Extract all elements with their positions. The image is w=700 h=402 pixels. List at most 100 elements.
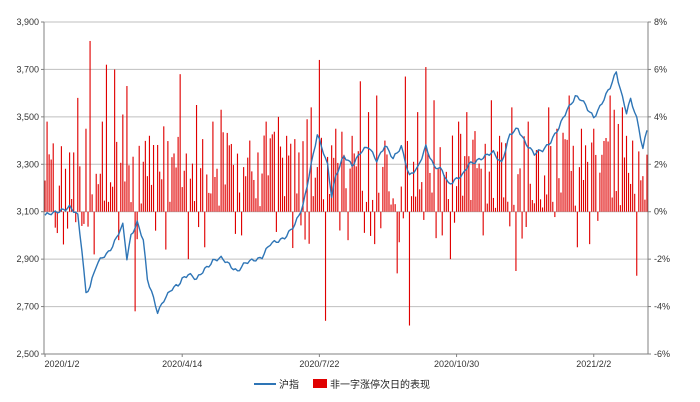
- bar: [599, 172, 601, 212]
- bar: [484, 143, 486, 212]
- bar: [351, 135, 353, 212]
- bar: [546, 194, 548, 212]
- bar: [64, 168, 67, 212]
- bar: [99, 173, 101, 212]
- bar: [488, 171, 490, 212]
- bar: [609, 95, 611, 212]
- bar: [210, 193, 212, 212]
- bar: [429, 172, 431, 212]
- bar: [486, 203, 488, 212]
- bar: [183, 170, 185, 212]
- bar: [302, 141, 304, 212]
- bar: [134, 211, 136, 312]
- left-tick-label: 3,500: [16, 112, 39, 122]
- bar: [349, 168, 351, 212]
- bar: [152, 145, 155, 212]
- bar: [271, 134, 273, 212]
- bar: [482, 211, 484, 236]
- bar: [417, 112, 419, 212]
- bar: [316, 167, 318, 212]
- bar: [402, 211, 404, 219]
- bar: [353, 153, 355, 212]
- bar: [439, 147, 441, 212]
- bar: [95, 173, 97, 212]
- bar: [472, 139, 474, 212]
- bar: [224, 184, 226, 212]
- bar: [146, 176, 148, 212]
- bar: [406, 140, 408, 212]
- bar: [415, 196, 417, 212]
- bar: [525, 211, 527, 227]
- bar: [292, 211, 294, 249]
- bar: [480, 168, 482, 212]
- bar: [562, 132, 564, 212]
- left-tick-label: 3,300: [16, 159, 39, 169]
- bar: [453, 211, 456, 223]
- bar: [597, 211, 599, 221]
- right-tick-label: 6%: [654, 64, 667, 74]
- bar: [380, 211, 382, 229]
- bar: [324, 211, 327, 321]
- bar: [304, 211, 306, 240]
- bar: [189, 178, 191, 212]
- bar: [275, 211, 277, 232]
- right-tick-label: -4%: [654, 302, 670, 312]
- bar: [144, 140, 146, 212]
- bar: [66, 211, 69, 229]
- bar: [77, 97, 79, 212]
- bar: [187, 211, 189, 260]
- bar: [593, 128, 595, 212]
- right-tick-label: 0%: [654, 207, 667, 217]
- bar: [327, 156, 329, 212]
- bar: [281, 157, 284, 212]
- bar: [474, 131, 476, 212]
- bar: [494, 207, 497, 212]
- bar: [359, 81, 361, 212]
- bar: [114, 69, 116, 212]
- bar: [204, 211, 206, 248]
- bar: [496, 151, 499, 212]
- bar: [218, 205, 220, 212]
- bar: [335, 128, 337, 212]
- bar: [550, 146, 552, 212]
- bar: [261, 173, 263, 212]
- bar: [435, 211, 437, 239]
- bar: [582, 179, 585, 212]
- bar: [290, 143, 292, 212]
- bar: [288, 155, 290, 212]
- bar: [159, 171, 161, 212]
- legend-bar-label: 非一字涨停次日的表现: [330, 378, 430, 391]
- bar: [337, 162, 339, 212]
- bar: [386, 154, 388, 212]
- bar: [173, 153, 175, 212]
- bar: [425, 67, 427, 212]
- bar: [388, 191, 390, 212]
- bar: [48, 154, 50, 212]
- bar: [226, 132, 228, 212]
- bar: [177, 136, 179, 212]
- bar: [357, 151, 359, 212]
- bar: [200, 168, 202, 212]
- bar: [118, 211, 120, 241]
- bar: [576, 211, 578, 248]
- bar: [394, 204, 396, 212]
- bar: [169, 201, 171, 212]
- bar: [345, 188, 347, 212]
- bar: [507, 201, 509, 212]
- bar: [601, 154, 603, 212]
- bar: [320, 137, 322, 212]
- bar: [478, 163, 480, 212]
- bar: [308, 211, 310, 244]
- bar: [112, 186, 114, 212]
- bar: [621, 107, 623, 212]
- bar: [202, 139, 204, 212]
- bar: [253, 179, 255, 212]
- bar: [421, 182, 423, 212]
- bar: [644, 199, 646, 212]
- bar: [128, 165, 130, 212]
- bar: [640, 180, 642, 212]
- bar: [142, 161, 144, 212]
- bar: [216, 168, 218, 212]
- bar: [138, 145, 140, 212]
- right-tick-label: -2%: [654, 254, 670, 264]
